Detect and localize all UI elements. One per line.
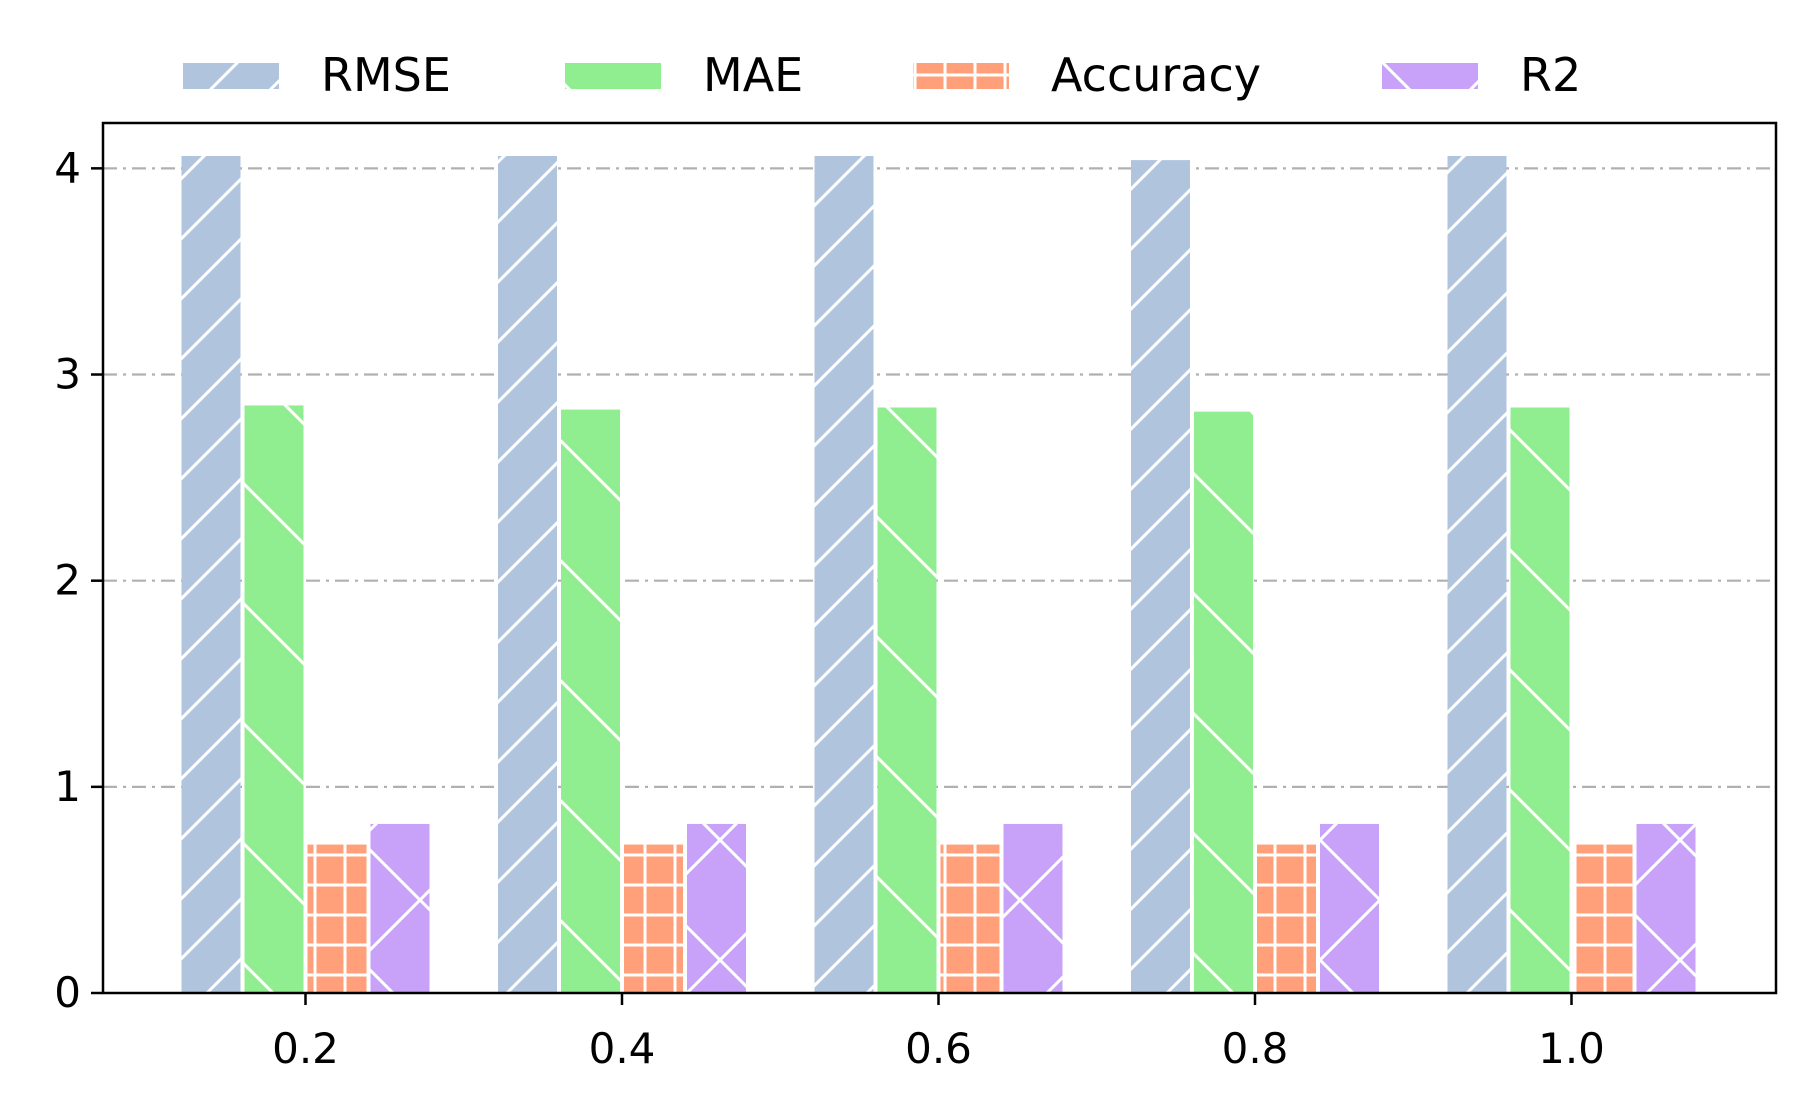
legend-label: R2 (1520, 48, 1581, 102)
legend-label: MAE (703, 48, 803, 102)
bar-hatch-mae-0-6 (877, 407, 937, 993)
x-tick-label: 0.4 (589, 1024, 656, 1073)
y-tick-label: 4 (54, 143, 81, 192)
bar-hatch-accuracy-0-4 (624, 844, 683, 993)
legend-label: Accuracy (1051, 48, 1261, 102)
legend-item-mae: MAE (565, 48, 803, 102)
bar-hatch-mae-0-8 (1194, 411, 1253, 993)
bar-hatch-mae-1-0 (1510, 407, 1570, 993)
y-tick-label: 1 (54, 762, 81, 811)
legend-item-accuracy: Accuracy (913, 48, 1261, 102)
bar-hatch-r2-0-4 (687, 823, 746, 993)
bar-hatch-rmse-1-0 (1447, 155, 1507, 993)
legend-swatch-hatch (565, 63, 661, 89)
y-tick-label: 3 (54, 350, 81, 399)
bar-hatch-rmse-0-4 (498, 155, 557, 993)
bar-hatch-r2-1-0 (1636, 823, 1696, 993)
series-accuracy (307, 844, 1633, 993)
bar-hatch-accuracy-0-8 (1257, 844, 1316, 993)
series-r2 (370, 823, 1696, 993)
x-axis: 0.2 0.4 0.6 0.8 1.0 (272, 993, 1605, 1073)
bar-hatch-rmse-0-2 (181, 155, 241, 993)
bar-hatch-rmse-0-8 (1131, 160, 1190, 993)
series-rmse (181, 155, 1507, 993)
bar-hatch-rmse-0-6 (814, 155, 874, 993)
bar-hatch-r2-0-2 (370, 823, 430, 993)
legend: RMSE MAE Accuracy R2 (183, 48, 1581, 102)
bar-hatch-mae-0-4 (561, 409, 620, 994)
y-tick-label: 2 (54, 556, 81, 605)
legend-swatch-hatch (913, 63, 1009, 89)
x-tick-label: 0.8 (1222, 1024, 1289, 1073)
bar-hatch-r2-0-6 (1003, 823, 1063, 993)
series-mae (244, 405, 1570, 994)
y-axis: 0 1 2 3 4 (54, 143, 103, 1017)
bar-hatch-r2-0-8 (1320, 823, 1379, 993)
legend-swatch-hatch (183, 63, 279, 89)
bar-hatch-accuracy-0-2 (307, 844, 367, 993)
legend-label: RMSE (321, 48, 451, 102)
y-tick-label: 0 (54, 968, 81, 1017)
legend-swatch-hatch (1382, 63, 1478, 89)
bar-hatch-accuracy-1-0 (1573, 844, 1633, 993)
x-tick-label: 0.2 (272, 1024, 339, 1073)
legend-item-r2: R2 (1382, 48, 1581, 102)
legend-item-rmse: RMSE (183, 48, 451, 102)
x-tick-label: 0.6 (905, 1024, 972, 1073)
x-tick-label: 1.0 (1538, 1024, 1605, 1073)
bar-hatch-accuracy-0-6 (940, 844, 1000, 993)
bar-series-group (181, 155, 1696, 994)
bar-hatch-mae-0-2 (244, 405, 304, 993)
